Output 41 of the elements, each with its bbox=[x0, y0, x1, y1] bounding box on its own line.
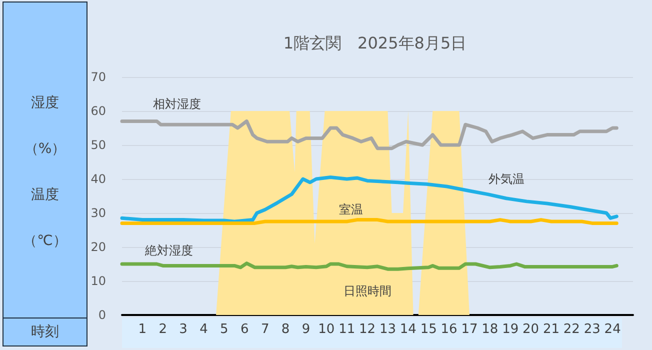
series-label: 日照時間 bbox=[343, 284, 392, 298]
x-tick-label: 17 bbox=[461, 322, 478, 337]
x-tick-label: 19 bbox=[502, 322, 519, 337]
series-label: 相対湿度 bbox=[153, 97, 202, 112]
y-tick-label: 20 bbox=[90, 240, 106, 254]
series-label: 室温 bbox=[338, 202, 363, 217]
x-tick-label: 18 bbox=[482, 322, 498, 337]
x-tick-label: 5 bbox=[220, 322, 228, 337]
y-tick-label: 70 bbox=[90, 70, 106, 84]
line-series bbox=[120, 119, 618, 150]
text: 湿度（%）温度（℃） bbox=[23, 95, 67, 249]
x-tick-label: 4 bbox=[200, 322, 208, 337]
x-tick-label: 14 bbox=[400, 322, 416, 337]
y-tick-label: 60 bbox=[90, 104, 106, 118]
series-label: 外気温 bbox=[488, 172, 524, 186]
x-tick-label: 23 bbox=[584, 322, 600, 337]
x-tick-label: 20 bbox=[522, 322, 540, 337]
x-tick-label: 7 bbox=[260, 322, 270, 337]
y-tick-label: 40 bbox=[90, 172, 106, 186]
y-tick-label: 0 bbox=[98, 308, 106, 322]
x-tick-label: 12 bbox=[359, 322, 376, 337]
x-tick-label: 15 bbox=[420, 322, 437, 337]
x-tick-label: 2 bbox=[158, 322, 168, 337]
x-axis-title: 時刻 bbox=[31, 324, 59, 340]
x-tick-label: 13 bbox=[379, 322, 396, 337]
y-tick-label: 30 bbox=[90, 206, 106, 220]
series-label: 絶対湿度 bbox=[144, 243, 194, 258]
x-tick-label: 1 bbox=[138, 322, 147, 337]
y-tick-label: 10 bbox=[90, 274, 106, 288]
x-tick-label: 6 bbox=[240, 322, 249, 337]
x-tick-label: 24 bbox=[604, 322, 621, 337]
x-tick-label: 9 bbox=[302, 322, 310, 337]
x-tick-label: 11 bbox=[338, 322, 356, 337]
x-tick-label: 16 bbox=[440, 322, 458, 337]
y-tick-label: 50 bbox=[90, 138, 106, 152]
x-tick-label: 21 bbox=[542, 322, 560, 337]
x-tick-label: 10 bbox=[318, 322, 335, 337]
x-tick-label: 3 bbox=[179, 322, 188, 337]
x-tick-label: 8 bbox=[281, 322, 290, 337]
x-tick-label: 22 bbox=[563, 322, 580, 337]
chart-title: 1階玄関 2025年8月5日 bbox=[283, 34, 467, 52]
